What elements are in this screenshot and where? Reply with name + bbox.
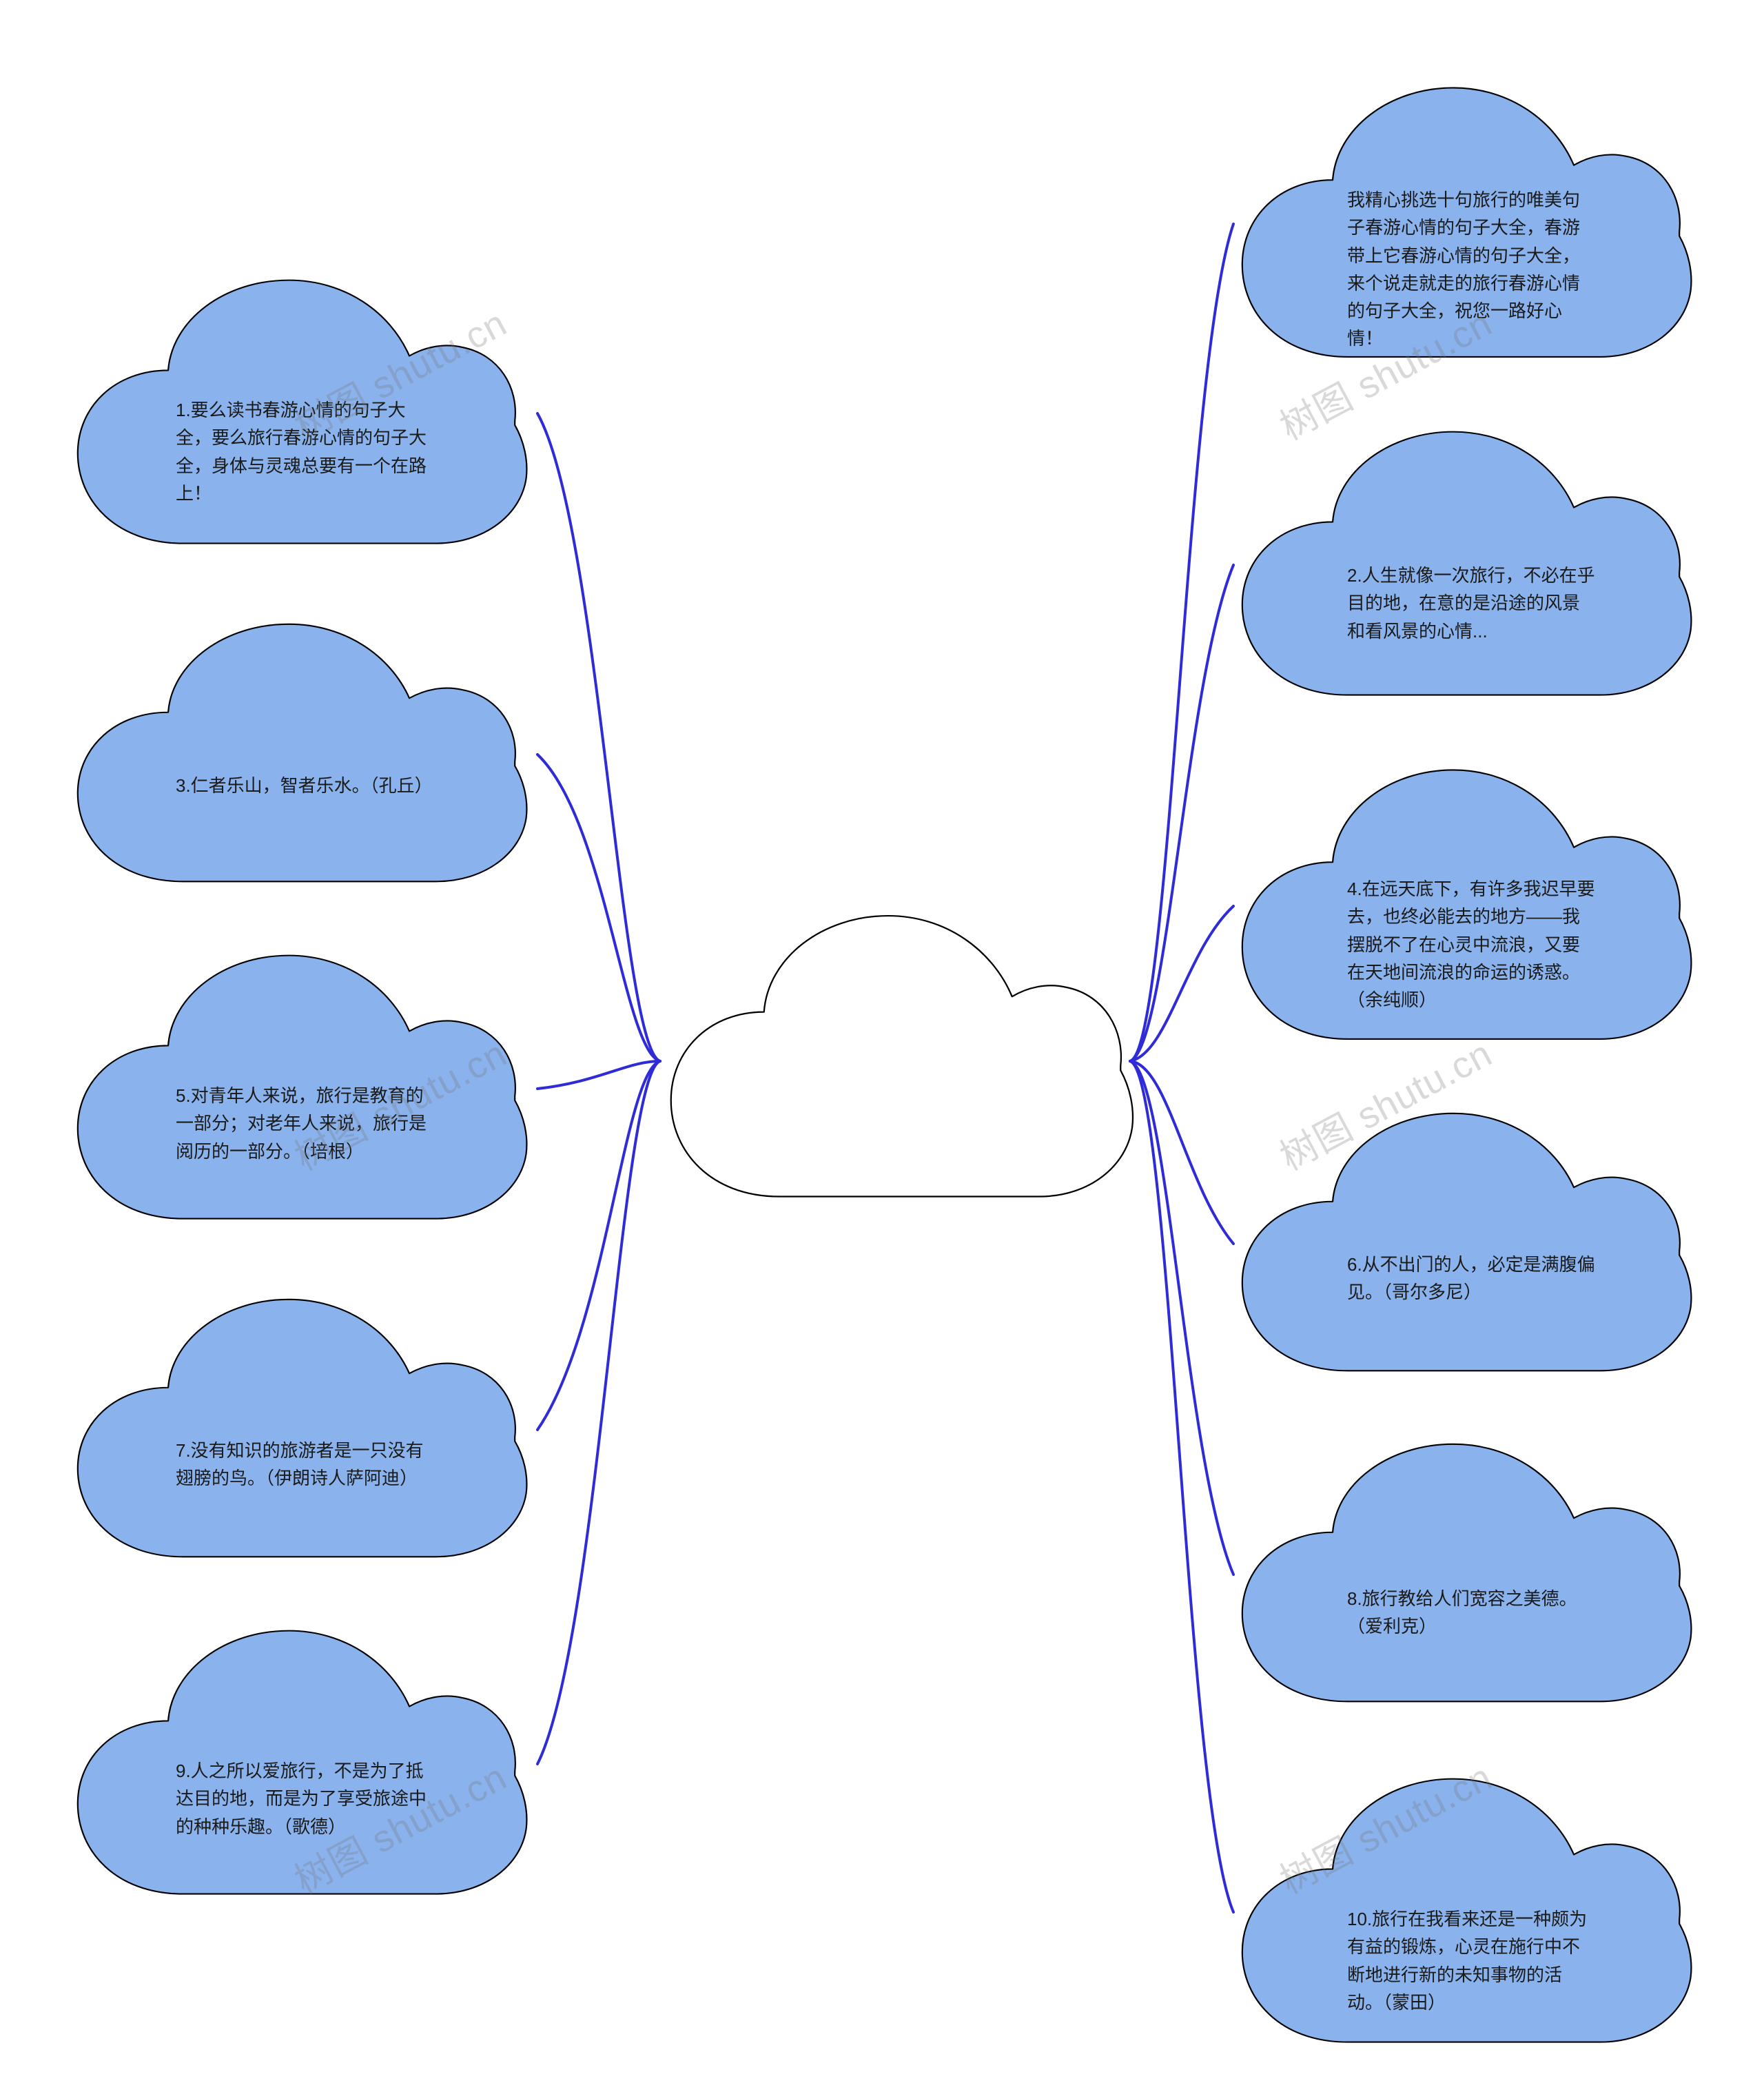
left-node-l3-label: 3.仁者乐山，智者乐水。（孔丘）	[176, 772, 431, 799]
connector-7	[1130, 906, 1233, 1061]
connector-3	[537, 1061, 660, 1430]
connector-5	[1130, 224, 1233, 1061]
right-node-r2-label: 2.人生就像一次旅行，不必在乎目的地，在意的是沿途的风景和看风景的心情...	[1347, 562, 1595, 645]
connector-1	[537, 755, 660, 1061]
connector-4	[537, 1061, 660, 1764]
connector-9	[1130, 1061, 1233, 1574]
left-node-l3-cloud	[55, 599, 537, 903]
right-node-r10-label: 10.旅行在我看来还是一种颇为有益的锻炼，心灵在施行中不断地进行新的未知事物的活…	[1347, 1905, 1595, 2016]
right-node-r8-cloud	[1220, 1419, 1702, 1723]
left-node-l7-label: 7.没有知识的旅游者是一只没有翅膀的鸟。（伊朗诗人萨阿迪）	[176, 1437, 431, 1492]
right-node-r4-label: 4.在远天底下，有许多我迟早要去，也终必能去的地方——我摆脱不了在心灵中流浪，又…	[1347, 875, 1595, 1014]
left-node-l1-label: 1.要么读书春游心情的句子大全，要么旅行春游心情的句子大全，身体与灵魂总要有一个…	[176, 396, 431, 507]
right-node-r6-label: 6.从不出门的人，必定是满腹偏见。（哥尔多尼）	[1347, 1251, 1595, 1306]
left-node-l9-label: 9.人之所以爱旅行，不是为了抵达目的地，而是为了享受旅途中的种种乐趣。（歌德）	[176, 1757, 431, 1840]
left-node-l5-label: 5.对青年人来说，旅行是教育的一部分；对老年人来说，旅行是阅历的一部分。（培根）	[176, 1082, 431, 1165]
right-node-r0-label: 我精心挑选十句旅行的唯美句子春游心情的句子大全，春游带上它春游心情的句子大全，来…	[1347, 186, 1595, 353]
center-cloud	[648, 889, 1144, 1220]
connector-10	[1130, 1061, 1233, 1912]
right-node-r6-cloud	[1220, 1089, 1702, 1392]
right-node-r8-label: 8.旅行教给人们宽容之美德。（爱利克）	[1347, 1585, 1595, 1641]
connector-6	[1130, 565, 1233, 1061]
connector-2	[537, 1061, 660, 1089]
connector-0	[537, 413, 660, 1061]
left-node-l7-cloud	[55, 1275, 537, 1578]
diagram-canvas: 1.要么读书春游心情的句子大全，要么旅行春游心情的句子大全，身体与灵魂总要有一个…	[0, 0, 1764, 2083]
connector-8	[1130, 1061, 1233, 1244]
